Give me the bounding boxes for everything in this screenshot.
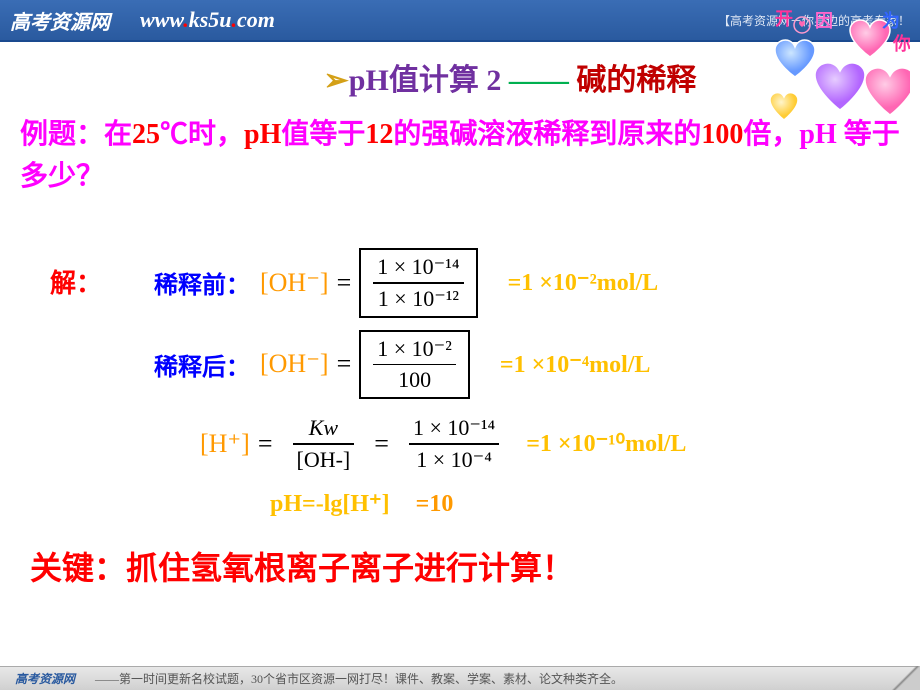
solution-area: 解： 稀释前： [OH⁻] = 1 × 10⁻¹⁴ 1 × 10⁻¹² =1 ×… (50, 248, 900, 518)
hearts-decoration: 开 因 为 你 (760, 5, 910, 135)
result-2: =1 ×10⁻⁴mol/L (500, 350, 651, 379)
footer-logo: 高考资源网 (15, 670, 75, 687)
page-corner-icon (892, 666, 920, 690)
site-url: www.ks5u.com (140, 7, 275, 33)
result-1: =1 ×10⁻²mol/L (508, 268, 659, 297)
fraction-1: 1 × 10⁻¹⁴ 1 × 10⁻¹² (359, 248, 477, 318)
oh-ion: [OH⁻] (260, 349, 329, 379)
solution-row-3: [H⁺] = Kw [OH-] = 1 × 10⁻¹⁴ 1 × 10⁻⁴ =1 … (50, 411, 900, 477)
footer-bar: 高考资源网 ——第一时间更新名校试题，30个省市区资源一网打尽！课件、教案、学案… (0, 666, 920, 690)
solution-row-1: 解： 稀释前： [OH⁻] = 1 × 10⁻¹⁴ 1 × 10⁻¹² =1 ×… (50, 248, 900, 318)
svg-text:开: 开 (775, 9, 793, 29)
h-ion: [H⁺] (200, 429, 250, 459)
solution-row-2: 稀释后： [OH⁻] = 1 × 10⁻² 100 =1 ×10⁻⁴mol/L (50, 330, 900, 400)
svg-text:为: 为 (882, 10, 900, 31)
ph-result-row: pH=-lg[H⁺] =10 (270, 489, 900, 518)
svg-text:因: 因 (815, 11, 833, 31)
key-point: 关键：抓住氢氧根离子离子进行计算！ (30, 543, 900, 589)
footer-text: ——第一时间更新名校试题，30个省市区资源一网打尽！课件、教案、学案、素材、论文… (95, 670, 623, 687)
fraction-2: 1 × 10⁻² 100 (359, 330, 470, 400)
fraction-3: 1 × 10⁻¹⁴ 1 × 10⁻⁴ (397, 411, 511, 477)
kw-fraction: Kw [OH-] (281, 411, 367, 477)
svg-text:你: 你 (892, 33, 910, 54)
oh-ion: [OH⁻] (260, 268, 329, 298)
result-3: =1 ×10⁻¹⁰mol/L (526, 429, 686, 458)
solution-label: 解： (50, 263, 120, 300)
site-logo: 高考资源网 (10, 6, 110, 35)
